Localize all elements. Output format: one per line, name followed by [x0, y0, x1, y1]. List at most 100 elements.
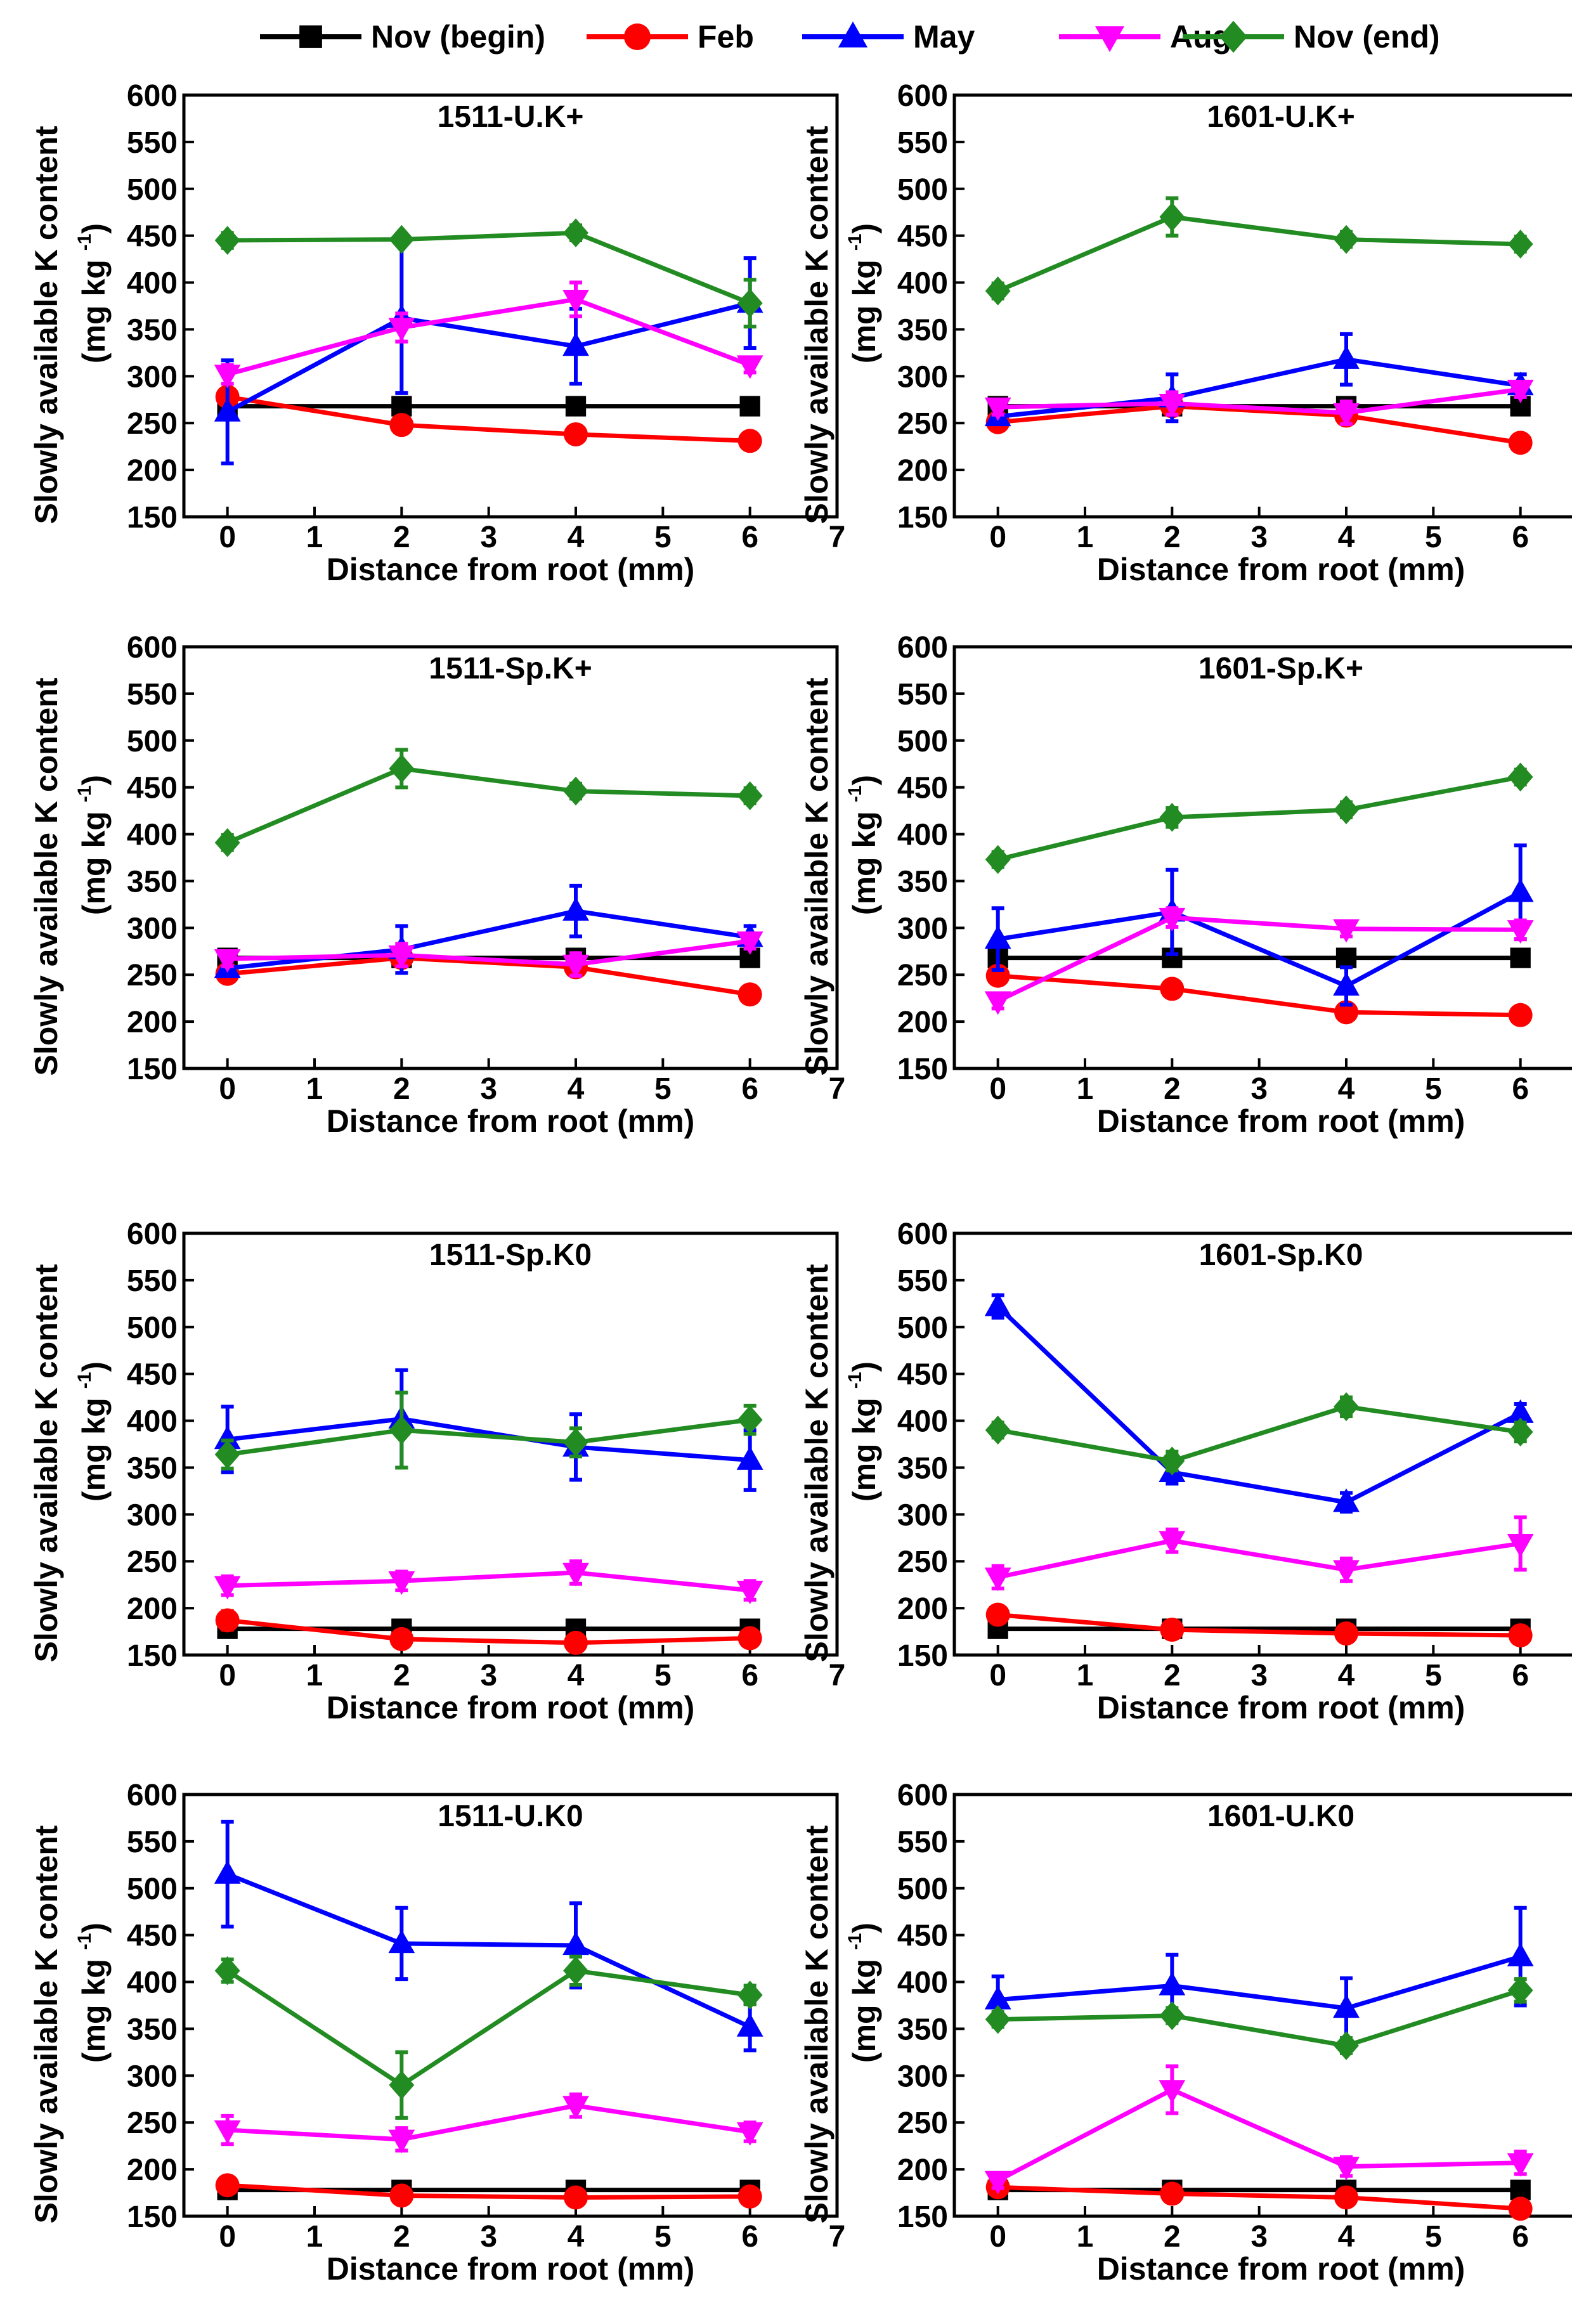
- x-tick-label: 3: [480, 1072, 497, 1106]
- data-point: [562, 897, 589, 921]
- y-tick-label: 150: [127, 1053, 178, 1086]
- plot-frame: [952, 1793, 1572, 2218]
- x-tick-label: 3: [1250, 1659, 1268, 1692]
- plot-frame: [182, 645, 839, 1070]
- data-point: [1508, 1003, 1533, 1027]
- data-point: [984, 2171, 1011, 2195]
- data-point: [1333, 403, 1360, 427]
- data-point: [1333, 2157, 1360, 2181]
- series-nov-end: [214, 748, 763, 857]
- data-point: [737, 2184, 762, 2209]
- data-point: [985, 276, 1011, 306]
- data-point: [388, 2129, 415, 2153]
- x-tick-label: 3: [480, 521, 497, 554]
- series-nov-end: [985, 196, 1533, 306]
- y-tick-label: 300: [127, 912, 178, 945]
- data-point: [1333, 972, 1360, 996]
- series-line: [996, 1304, 1522, 1505]
- panel-title: 1601-Sp.K+: [1198, 652, 1363, 685]
- series-line: [997, 1954, 1521, 2011]
- y-tick-label: 250: [127, 2107, 178, 2140]
- x-tick-label: 4: [1338, 521, 1355, 554]
- x-tick-label: 1: [1077, 1072, 1094, 1106]
- data-point: [1333, 1994, 1360, 2018]
- data-point: [214, 1425, 241, 1450]
- series-nov-end: [214, 1391, 763, 1470]
- legend-label: May: [913, 19, 975, 55]
- data-point: [1334, 1392, 1359, 1422]
- data-point: [1159, 803, 1185, 832]
- data-point: [562, 954, 589, 978]
- y-tick-label: 200: [897, 1006, 948, 1039]
- y-tick-label: 550: [127, 126, 178, 160]
- series-line: [997, 774, 1521, 862]
- series-may: [984, 1292, 1534, 1514]
- y-axis-label: Slowly available K content: [799, 677, 835, 1075]
- x-tick-label: 3: [480, 1659, 497, 1692]
- data-point: [563, 1956, 588, 1985]
- y-tick-label: 450: [127, 772, 178, 805]
- legend: Nov (begin) Feb May Aug Nov (end): [260, 19, 1440, 55]
- data-point: [214, 2120, 241, 2144]
- x-tick-label: 6: [741, 1072, 758, 1106]
- x-tick-label: 0: [989, 2220, 1006, 2254]
- x-tick-label: 4: [1338, 1072, 1355, 1106]
- series-feb: [985, 1602, 1533, 1647]
- y-tick-label: 150: [897, 1639, 948, 1673]
- data-point: [1507, 1417, 1533, 1447]
- x-axis-label: Distance from root (mm): [1097, 1690, 1465, 1725]
- x-tick-label: 4: [1338, 2220, 1355, 2254]
- y-tick-label: 400: [897, 1405, 948, 1439]
- panel-1601-sp-k: 150 200 250 300 350 400 450 500 550 600 0 1 2 3 4 5 6 7 16…: [799, 631, 1572, 1139]
- data-point: [389, 413, 414, 438]
- y-tick-label: 500: [127, 725, 178, 758]
- data-point: [1507, 2153, 1534, 2177]
- data-point: [214, 1576, 241, 1600]
- data-point: [565, 396, 587, 417]
- data-point: [215, 2173, 240, 2198]
- x-tick-label: 6: [741, 2220, 758, 2254]
- data-point: [1507, 230, 1533, 259]
- x-tick-label: 1: [306, 521, 323, 554]
- series-line: [227, 2183, 750, 2200]
- y-tick-label: 350: [897, 1451, 948, 1485]
- series-feb: [985, 394, 1533, 455]
- data-point: [563, 776, 588, 806]
- y-tick-label: 250: [127, 959, 178, 992]
- data-point: [984, 1292, 1011, 1316]
- y-tick-label: 150: [127, 2200, 178, 2234]
- y-axis-units: (mg kg -1): [845, 223, 882, 363]
- y-axis-units: (mg kg -1): [845, 775, 882, 915]
- y-tick-label: 250: [897, 407, 948, 441]
- data-point: [737, 1626, 762, 1651]
- y-axis-units: (mg kg -1): [845, 1923, 882, 2063]
- data-point: [1159, 393, 1186, 418]
- panel-1601-sp-k0: 150 200 250 300 350 400 450 500 550 600 0 1 2 3 4 5 6 7 16…: [799, 1217, 1572, 1725]
- y-tick-label: 450: [127, 1358, 178, 1392]
- data-point: [1160, 1618, 1185, 1642]
- y-axis-label: Slowly available K content: [29, 1825, 64, 2223]
- data-point: [214, 1439, 240, 1469]
- series-nov-end: [985, 762, 1533, 874]
- data-point: [1159, 1446, 1185, 1476]
- data-point: [388, 1930, 415, 1954]
- x-tick-label: 6: [1512, 2220, 1529, 2254]
- y-tick-label: 400: [127, 819, 178, 852]
- legend-label: Nov (end): [1294, 19, 1440, 55]
- data-point: [564, 422, 588, 446]
- plot-frame: [182, 1231, 839, 1657]
- y-tick-label: 250: [897, 1545, 948, 1579]
- series-aug: [214, 2092, 763, 2153]
- data-point: [1333, 919, 1360, 943]
- y-tick-label: 250: [897, 959, 948, 992]
- series-may: [214, 1368, 763, 1492]
- y-axis-units: (mg kg -1): [74, 1923, 112, 2063]
- series-line: [226, 301, 751, 414]
- x-tick-label: 2: [1164, 521, 1181, 554]
- series-line: [227, 938, 751, 967]
- x-tick-label: 4: [568, 2220, 585, 2254]
- series-nov-end: [985, 1976, 1533, 2060]
- data-point: [562, 1562, 589, 1587]
- panel-title: 1511-Sp.K+: [429, 652, 592, 685]
- x-tick-label: 3: [1250, 2220, 1268, 2254]
